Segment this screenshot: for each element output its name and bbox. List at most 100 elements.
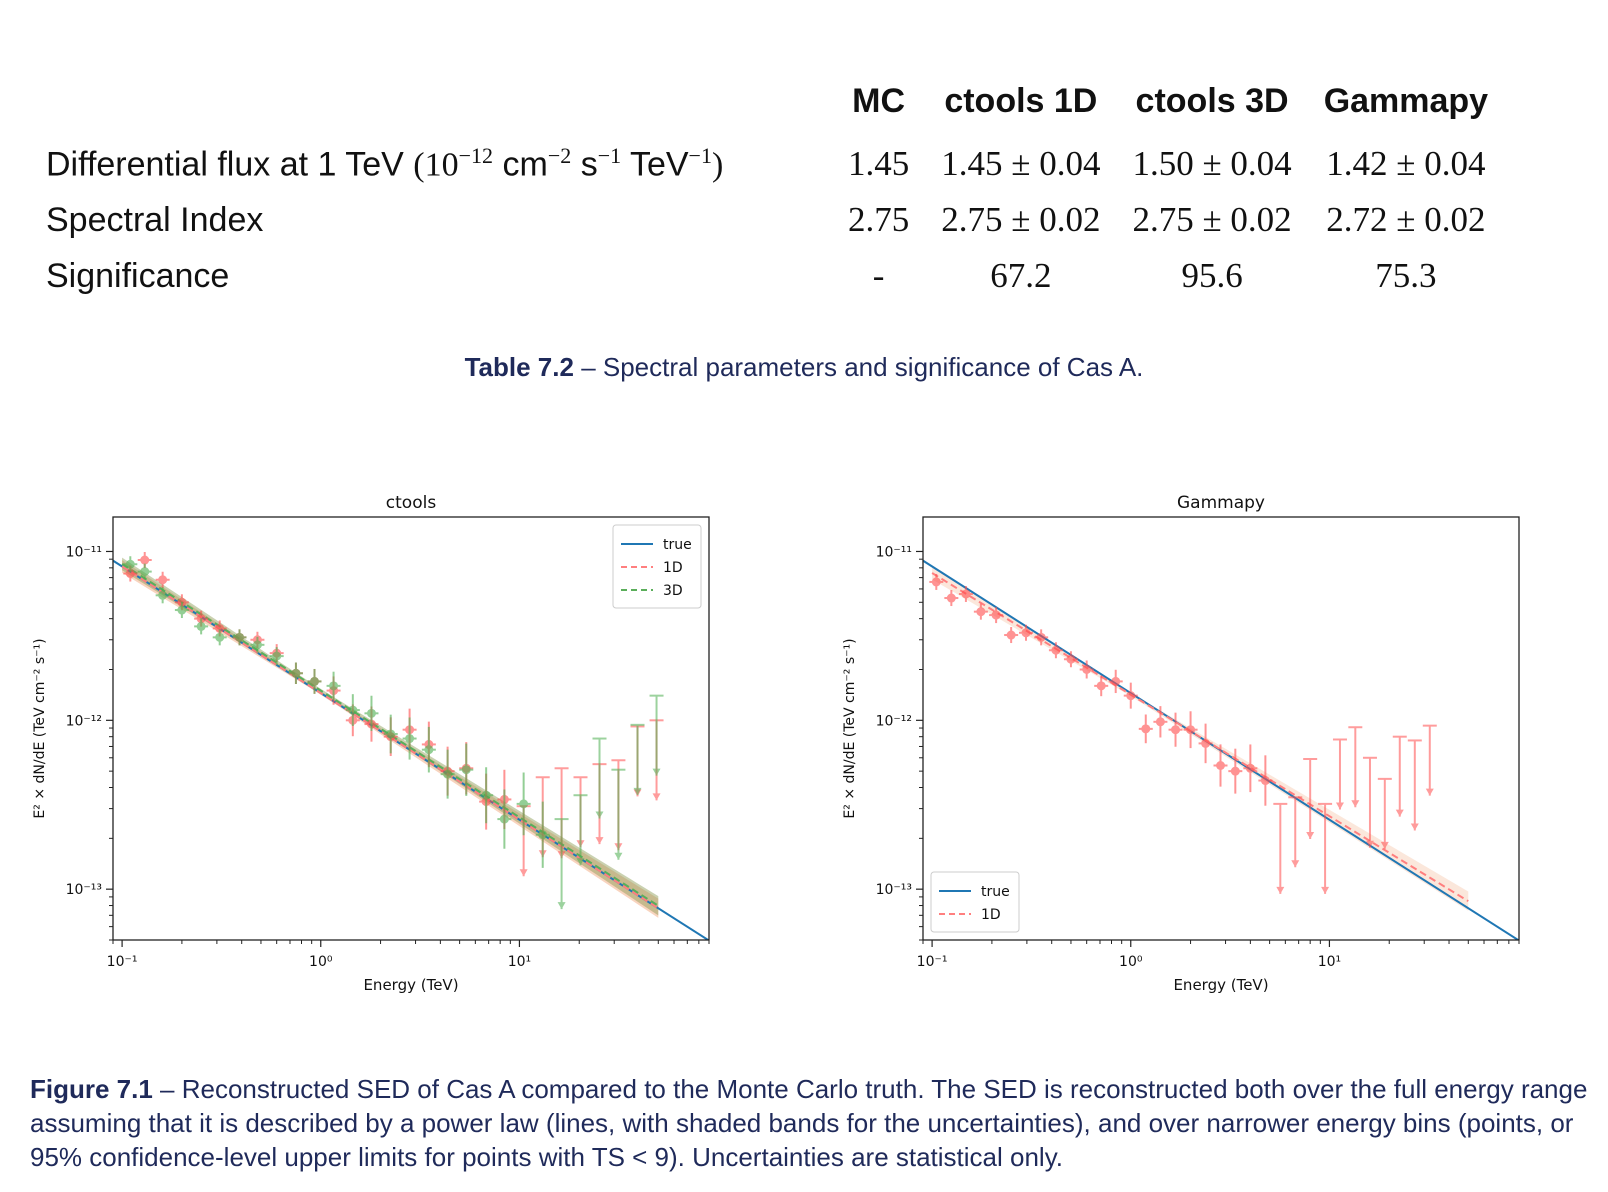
x-tick-label: 10¹ (508, 954, 531, 970)
data-point-1d (1318, 802, 1333, 894)
data-marker (272, 651, 282, 661)
x-tick-label: 10⁰ (1119, 954, 1143, 970)
data-point-3d (554, 818, 569, 910)
data-point-1d (1228, 748, 1243, 794)
data-marker (519, 799, 529, 809)
upper-limit-arrow (1410, 823, 1419, 831)
cell-index-ctools-3d: 2.75 ± 0.02 (1132, 200, 1292, 240)
data-marker (125, 569, 135, 579)
legend-label-true: true (981, 884, 1010, 900)
data-point-1d (1213, 744, 1228, 787)
cell-sig-mc: - (872, 256, 885, 296)
data-point-1d (1407, 739, 1422, 831)
chart-title: ctools (386, 493, 437, 513)
data-point-3d (364, 695, 379, 731)
data-marker (499, 814, 509, 824)
spectral-table-container: MC ctools 1D ctools 3D Gammapy Different… (40, 82, 1570, 304)
y-tick-label: 10⁻¹² (876, 713, 912, 729)
table-header-gammapy: Gammapy (1323, 82, 1489, 120)
data-point-1d (1243, 744, 1258, 793)
cell-flux-mc: 1.45 (848, 143, 910, 183)
data-marker (976, 607, 986, 617)
fit-line-1d (121, 565, 659, 910)
upper-limit-arrow (557, 902, 566, 910)
data-marker (1155, 717, 1165, 727)
table-caption: Table 7.2 – Spectral parameters and sign… (0, 352, 1608, 383)
data-marker (140, 567, 150, 577)
upper-limit-arrow (595, 811, 604, 819)
chart-legend: true 1D 3D (612, 524, 702, 609)
data-marker (991, 610, 1001, 620)
data-point-1d (1362, 756, 1377, 848)
data-marker (177, 605, 187, 615)
data-point-3d (269, 647, 284, 666)
data-marker (461, 765, 471, 775)
data-marker (946, 593, 956, 603)
data-point-3d (611, 768, 626, 860)
table-header-ctools-1d: ctools 1D (944, 82, 1098, 120)
figure-caption: Figure 7.1 – Reconstructed SED of Cas A … (30, 1072, 1590, 1174)
data-marker (215, 632, 225, 642)
data-point-1d (1392, 735, 1407, 817)
gammapy-sed-chart: Gammapy 10⁻¹ 10⁰ 10¹ 10⁻¹¹ 10⁻¹² 10⁻¹³ Energy (… (842, 493, 1520, 994)
data-marker (348, 705, 358, 715)
data-marker (196, 621, 206, 631)
cell-index-gammapy: 2.72 ± 0.02 (1326, 200, 1486, 240)
y-tick-label: 10⁻¹¹ (876, 544, 912, 560)
figure-caption-label: Figure 7.1 (30, 1074, 153, 1104)
data-point-3d (137, 563, 152, 580)
data-marker (481, 790, 491, 800)
data-marker (1036, 632, 1046, 642)
data-marker (1216, 761, 1226, 771)
data-point-1d (973, 603, 988, 620)
data-point-3d (497, 789, 512, 849)
y-tick-label: 10⁻¹³ (66, 882, 102, 898)
data-point-3d (250, 636, 265, 653)
data-point-1d (1094, 675, 1109, 697)
upper-limit-arrow (1380, 841, 1389, 849)
data-marker (1245, 763, 1255, 773)
legend-label-3d: 3D (663, 583, 683, 599)
data-marker (538, 830, 548, 840)
x-tick-label: 10¹ (1318, 954, 1341, 970)
data-marker (329, 681, 339, 691)
upper-limit-arrow (1306, 832, 1315, 840)
data-point-3d (479, 767, 494, 824)
data-marker (1201, 738, 1211, 748)
data-point-3d (212, 629, 227, 646)
data-point-3d (307, 668, 322, 694)
upper-limit-arrow (652, 768, 661, 776)
data-marker (125, 559, 135, 569)
data-point-1d (1048, 642, 1063, 659)
data-point-1d (1288, 796, 1303, 868)
data-point-1d (1079, 660, 1094, 679)
table-row: Spectral Index 2.75 2.75 ± 0.02 2.75 ± 0… (40, 192, 1504, 248)
data-point-1d (944, 590, 959, 607)
data-marker (1066, 654, 1076, 664)
data-point-3d (535, 801, 550, 868)
data-point-1d (1063, 651, 1078, 668)
chart-legend: true 1D (930, 871, 1020, 933)
row-label-index: Spectral Index (46, 200, 264, 239)
data-point-3d (421, 726, 436, 773)
data-point-3d (345, 694, 360, 726)
data-marker (1082, 664, 1092, 674)
data-marker (291, 668, 301, 678)
upper-limit-arrow (652, 793, 661, 801)
data-point-3d (516, 772, 531, 836)
data-marker (1186, 725, 1196, 735)
data-point-3d (174, 602, 189, 619)
y-tick-label: 10⁻¹² (66, 713, 102, 729)
data-marker (1111, 676, 1121, 686)
table-row: Differential flux at 1 TeV (10−12 cm−2 s… (40, 135, 1504, 192)
spectral-parameters-table: MC ctools 1D ctools 3D Gammapy Different… (40, 82, 1504, 304)
y-tick-label: 10⁻¹¹ (66, 544, 102, 560)
data-point-3d (326, 671, 341, 701)
cell-sig-ctools-3d: 95.6 (1181, 256, 1243, 296)
table-header-row: MC ctools 1D ctools 3D Gammapy (40, 82, 1504, 135)
data-point-1d (989, 607, 1004, 624)
data-marker (1126, 691, 1136, 701)
data-marker (140, 555, 150, 565)
upper-limit-arrow (1425, 788, 1434, 796)
legend-box (930, 871, 1020, 933)
